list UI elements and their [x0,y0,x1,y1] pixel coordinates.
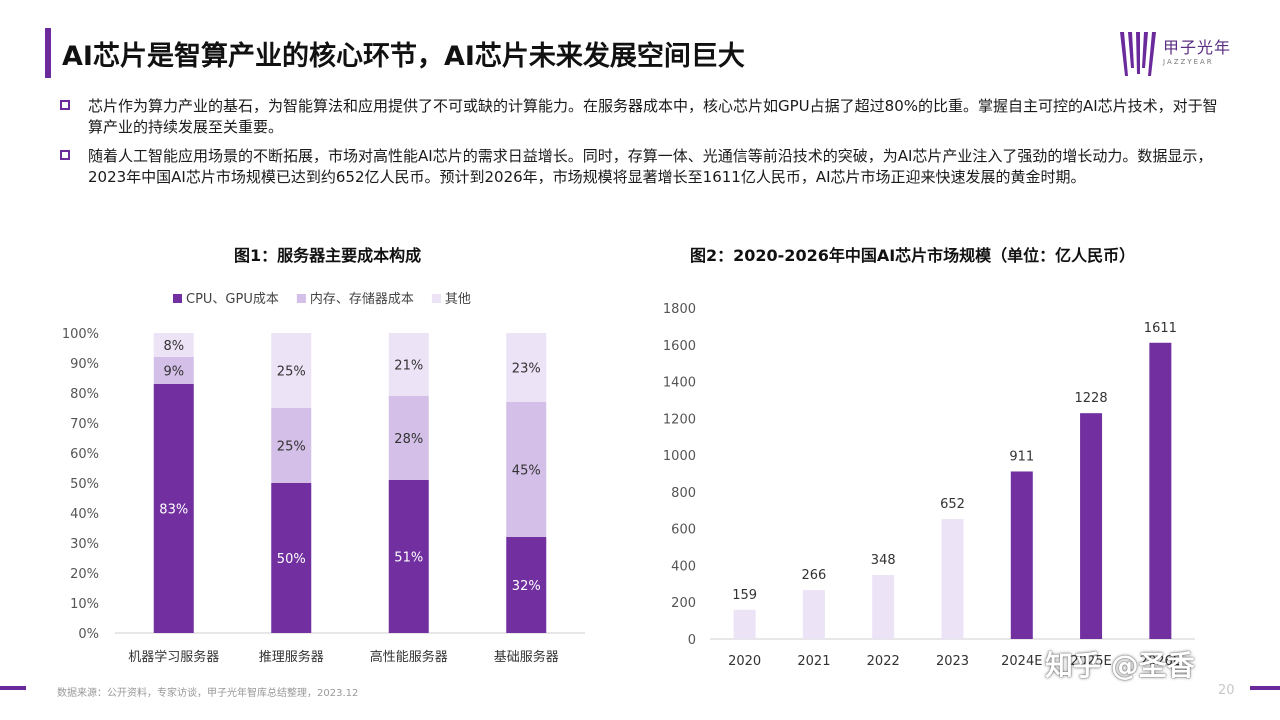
y-tick-label: 20% [70,567,99,582]
bar-segment [388,333,429,396]
x-tick-label: 基础服务器 [494,649,559,665]
data-label: 266 [802,568,827,583]
data-label: 1228 [1075,391,1108,406]
y-tick-label: 50% [70,477,99,492]
chart1-title: 图1：服务器主要成本构成 [234,246,422,265]
bar [733,609,756,639]
bar [802,590,825,639]
legend-swatch [296,294,306,303]
y-tick-label: 400 [671,559,696,574]
bar-segment [271,483,312,633]
watermark-text: 知乎 @圣香 [1045,649,1195,682]
bar-segment [506,333,547,402]
legend-swatch [431,294,441,303]
bar-segment [271,408,312,483]
page-number: 20 [1218,683,1235,698]
data-label: 28% [394,432,423,447]
x-tick-label: 机器学习服务器 [128,649,219,665]
y-tick-label: 0 [688,633,696,648]
bar-segment [153,357,194,384]
decor-line-left [0,686,26,690]
legend-swatch [173,294,182,303]
x-tick-label: 2024E [1001,654,1042,669]
data-label: 45% [512,464,541,479]
slide-title: AI芯片是智算产业的核心环节，AI芯片未来发展空间巨大 [62,41,745,72]
bullet-text: 随着人工智能应用场景的不断拓展，市场对高性能AI芯片的需求日益增长。同时，存算一… [88,147,1213,186]
y-tick-label: 600 [671,523,696,538]
cost-structure-chart: CPU、GPU成本 内存、存储器成本 其他 0% 10% 20% 30% 40% 50% 60% 7… [62,291,585,665]
x-tick-label: 2025E [1070,654,1111,669]
data-label: 32% [512,579,541,594]
data-label: 911 [1009,449,1034,464]
y-tick-label: 10% [70,597,99,612]
y-tick-label: 200 [671,596,696,611]
x-tick-label: 高性能服务器 [370,649,448,665]
brand-name: 甲子光年 [1163,38,1232,57]
bar [1080,413,1103,639]
bar [872,575,895,639]
data-label: 348 [871,553,896,568]
data-label: 50% [277,552,306,567]
y-tick-label: 1400 [663,376,696,391]
chart2-title: 图2：2020-2026年中国AI芯片市场规模（单位：亿人民币） [690,246,1136,265]
x-tick-label: 2026E [1140,654,1181,669]
square-bullet-icon [60,100,70,110]
y-tick-label: 60% [70,447,99,462]
bar-segment [388,396,429,480]
legend-label: 其他 [445,292,471,307]
bullet-text: 芯片作为算力产业的基石，为智能算法和应用提供了不可或缺的计算能力。在服务器成本中… [88,97,1218,136]
brand-subtitle: JAZZYEAR [1163,58,1214,66]
x-tick-label: 2022 [867,654,900,669]
x-tick-label: 推理服务器 [259,649,324,665]
data-label: 51% [394,551,423,566]
bullet-list: 芯片作为算力产业的基石，为智能算法和应用提供了不可或缺的计算能力。在服务器成本中… [58,96,1228,196]
bar-segment [153,333,194,357]
bar [1010,471,1033,639]
legend-label: 内存、存储器成本 [310,291,414,307]
y-tick-label: 30% [70,537,99,552]
data-label: 83% [159,503,188,518]
bar-segment [506,537,547,633]
bar-segment [388,480,429,633]
x-tick-label: 2021 [797,654,830,669]
x-tick-label: 2023 [936,654,969,669]
data-label: 21% [394,359,423,374]
y-tick-label: 1600 [663,339,696,354]
bar-segment [506,402,547,537]
data-label: 1611 [1144,321,1177,336]
data-label: 9% [163,365,184,380]
legend-label: CPU、GPU成本 [186,292,279,307]
title-accent-bar [45,28,51,78]
data-label: 159 [732,588,757,603]
y-tick-label: 70% [70,417,99,432]
x-tick-label: 2020 [728,654,761,669]
decor-line-right [1250,686,1280,690]
y-tick-label: 100% [62,327,99,342]
data-label: 25% [277,440,306,455]
brand-logo-icon [1120,32,1156,76]
bullet-item: 随着人工智能应用场景的不断拓展，市场对高性能AI芯片的需求日益增长。同时，存算一… [58,146,1228,188]
data-label: 25% [277,365,306,380]
square-bullet-icon [60,150,70,160]
bullet-item: 芯片作为算力产业的基石，为智能算法和应用提供了不可或缺的计算能力。在服务器成本中… [58,96,1228,138]
bar-segment [271,333,312,408]
data-label: 652 [940,497,965,512]
data-source: 数据来源：公开资料，专家访谈，甲子光年智库总结整理，2023.12 [57,688,359,699]
data-label: 8% [163,339,184,354]
y-tick-label: 90% [70,357,99,372]
bar [941,519,964,639]
y-tick-label: 40% [70,507,99,522]
y-tick-label: 1200 [663,412,696,427]
y-tick-label: 1800 [663,302,696,317]
y-tick-label: 800 [671,486,696,501]
bar-segment [153,384,194,633]
y-tick-label: 1000 [663,449,696,464]
bar [1149,342,1172,639]
y-tick-label: 80% [70,387,99,402]
y-tick-label: 0% [78,627,99,642]
market-size-chart: 0 200 400 600 800 1000 1200 1400 1600 1800 159 2020… [663,302,1195,669]
data-label: 23% [512,362,541,377]
